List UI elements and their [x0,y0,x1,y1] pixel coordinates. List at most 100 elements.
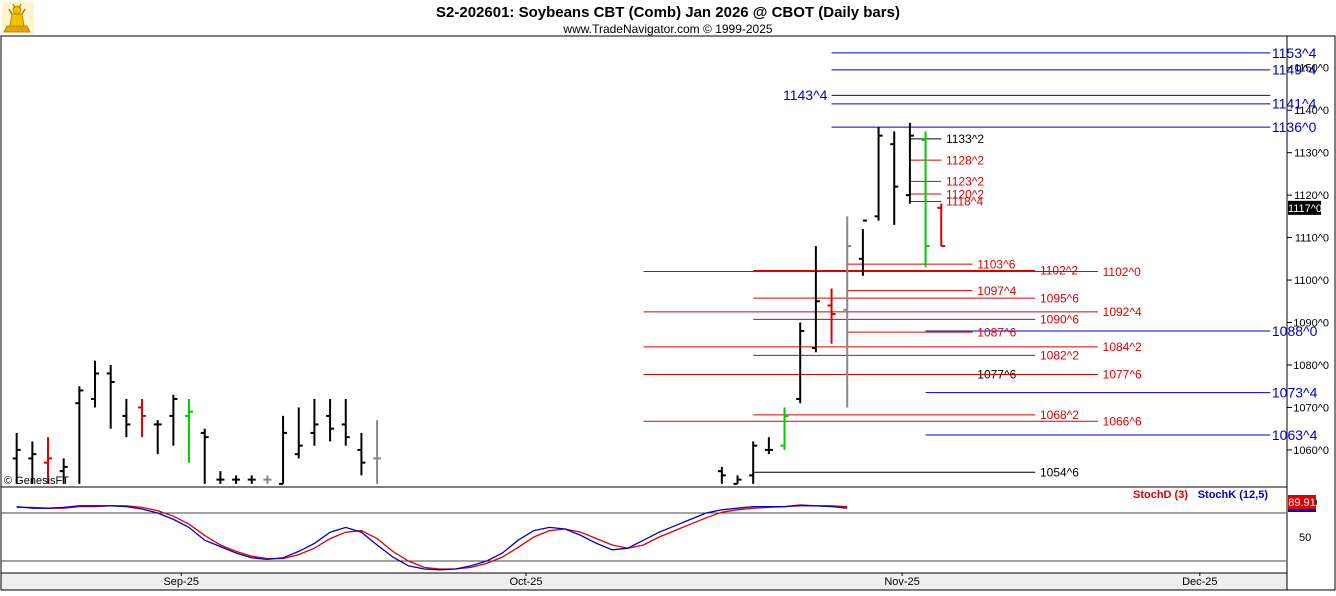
ohlc-bar [733,475,742,485]
last-price-label: 1117^0 [1288,203,1322,215]
level-label: 1054^6 [1040,465,1079,479]
level-label: 1063^4 [1272,427,1318,443]
price-tick-label: 1130^0 [1294,148,1329,160]
level-label: 1090^6 [1040,313,1079,327]
price-tick-label: 1120^0 [1294,190,1329,202]
level-label: 1143^4 [783,87,828,103]
stoch-value-badge [1288,495,1316,509]
ohlc-bar [858,219,867,276]
price-axis: 1060^0 1070^0 1080^0 1090^0 1100^0 1110^0 1120… [1287,63,1329,457]
ohlc-bar [310,398,319,446]
date-tick-label: Dec-25 [1182,576,1217,588]
level-label: 1141^4 [1272,96,1317,112]
level-label: 1120^2 [946,187,984,201]
ohlc-bar [169,394,178,446]
ohlc-bar [263,475,272,484]
stochastic-panel: 10050 [1,497,1317,571]
price-panel [0,35,1288,488]
ohlc-bar [811,246,820,353]
ohlc-bar [153,420,162,455]
ohlc-bar [717,466,726,484]
level-label: 1102^2 [1040,264,1078,278]
ohlc-bar [106,364,115,429]
price-tick-label: 1150^0 [1294,63,1329,75]
stoch-value-underline [1288,509,1316,512]
ohlc-bar [937,203,946,248]
stoch-value-label: 89.91 [1288,497,1316,509]
ohlc-bar [59,458,68,484]
stoch-k-line [16,504,848,571]
ohlc-bar [44,437,53,484]
stoch-d-label: StochD (3) [1133,489,1188,501]
ohlc-bar [905,122,914,204]
level-label: 1128^2 [946,153,984,167]
level-label: 1097^4 [977,284,1016,298]
level-label: 1149^4 [1272,62,1317,78]
level-label: 1088^0 [1272,323,1318,339]
price-tick-label: 1090^0 [1293,318,1329,330]
last-price-badge [1288,200,1321,215]
ohlc-bar [357,432,366,476]
price-bars [12,122,946,485]
ohlc-bar [91,360,100,408]
ohlc-bar [827,288,836,344]
level-label: 1136^0 [1272,119,1317,135]
level-label: 1068^2 [1040,408,1079,422]
ohlc-bar [749,441,758,484]
date-axis: Sep-25 Oct-25 Nov-25 Dec-25 [163,573,1218,588]
ohlc-bar [764,437,773,455]
price-tick-label: 1110^0 [1295,233,1329,245]
ohlc-bar [75,386,84,484]
ohlc-bar [247,475,256,484]
stoch-tick-label: 50 [1299,532,1311,544]
date-tick-label: Nov-25 [884,576,919,588]
level-label: 1133^2 [946,132,984,146]
level-label: 1087^6 [977,325,1016,339]
chart-title: S2-202601: Soybeans CBT (Comb) Jan 2026 … [436,4,900,21]
ohlc-bar [843,216,852,408]
ohlc-bar [294,407,303,459]
ohlc-bar [341,398,350,446]
ohlc-bar [279,415,288,485]
level-label: 1082^2 [1040,349,1079,363]
price-tick-label: 1060^0 [1293,445,1329,457]
date-tick-label: Sep-25 [163,576,198,588]
level-label: 1118^4 [946,195,984,209]
ohlc-bar [874,127,883,221]
ohlc-bar [138,398,147,438]
level-label: 1103^6 [977,257,1015,271]
price-tick-label: 1100^0 [1294,275,1329,287]
level-label: 1153^4 [1272,45,1317,61]
stoch-d-line [16,505,848,570]
level-label: 1077^6 [1103,368,1142,382]
level-label: 1084^2 [1103,340,1142,354]
level-label: 1102^0 [1103,265,1141,279]
price-tick-label: 1070^0 [1293,402,1329,414]
ohlc-bar [373,420,382,484]
level-label: 1092^4 [1103,305,1142,319]
stoch-panel [0,486,1288,574]
ohlc-bar [326,398,335,442]
level-label: 1095^6 [1040,291,1079,305]
ohlc-bar [122,398,131,438]
level-label: 1066^6 [1103,414,1142,428]
logo-icon [2,2,34,34]
ohlc-bar [890,131,899,225]
price-tick-label: 1140^0 [1294,105,1329,117]
ohlc-bar [232,475,241,484]
ohlc-bar [796,322,805,404]
date-tick-label: Oct-25 [509,576,542,588]
level-label: 1123^2 [946,175,984,189]
chart-subtitle: www.TradeNavigator.com © 1999-2025 [562,22,772,36]
ohlc-bar [200,428,209,484]
watermark: © GenesisFT [4,475,69,487]
ohlc-bar [185,398,194,463]
ohlc-bar [28,441,37,484]
ohlc-bar [780,407,789,450]
ohlc-bar [12,432,21,484]
stoch-k-label: StochK (12,5) [1198,489,1269,501]
price-tick-label: 1080^0 [1293,360,1329,372]
ohlc-bar [216,471,225,484]
